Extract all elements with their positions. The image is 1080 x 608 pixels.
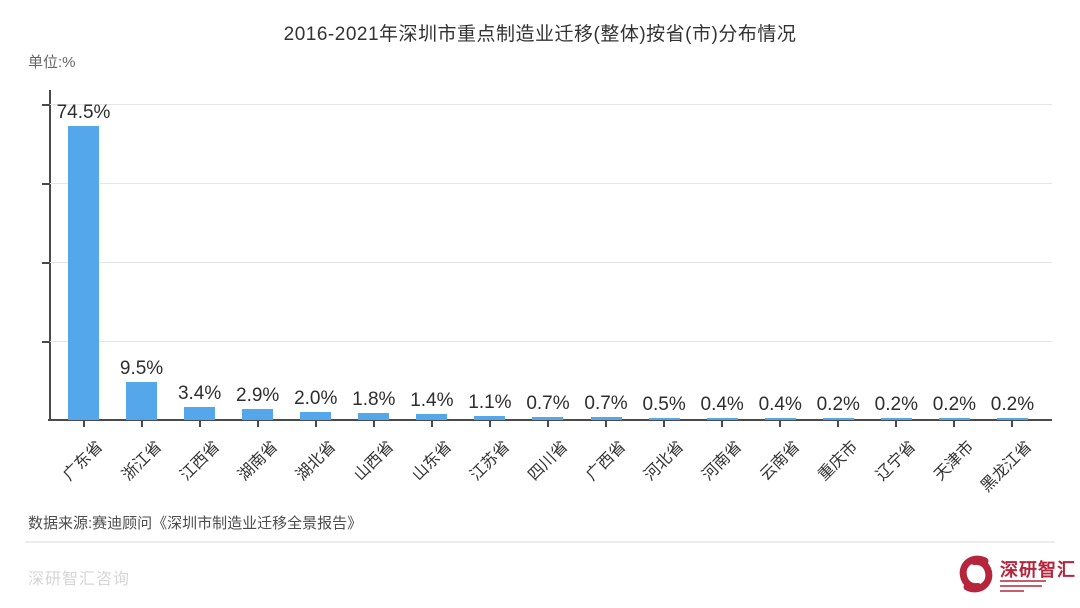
x-axis-tick — [488, 421, 491, 427]
x-axis-tick — [198, 421, 201, 427]
x-axis-label-text: 广东省 — [60, 438, 107, 485]
bar-value-label: 0.4% — [700, 394, 744, 415]
x-axis-tick — [663, 421, 666, 427]
bar-江西省 — [184, 407, 216, 420]
bar-value-label: 0.7% — [584, 393, 628, 414]
x-axis-tick — [953, 421, 956, 427]
x-axis-label-text: 河南省 — [699, 438, 746, 485]
x-axis-label-text: 山东省 — [409, 438, 456, 485]
bar-湖南省 — [242, 409, 274, 420]
bar-云南省 — [764, 418, 796, 420]
logo-swirl-icon — [959, 555, 993, 593]
x-axis-label-text: 云南省 — [757, 438, 804, 485]
x-axis-label-text: 浙江省 — [118, 438, 165, 485]
x-axis-tick — [895, 421, 898, 427]
x-axis-label-text: 广西省 — [583, 438, 630, 485]
logo-text: 深研智汇 — [1000, 560, 1076, 580]
x-axis-tick — [314, 421, 317, 427]
x-axis-tick — [721, 421, 724, 427]
x-axis-tick — [82, 421, 85, 427]
chart-title: 2016-2021年深圳市重点制造业迁移(整体)按省(市)分布情况 — [283, 24, 797, 45]
bar-value-label: 1.8% — [352, 389, 396, 410]
x-axis-tick — [430, 421, 433, 427]
bar-value-label: 0.2% — [816, 394, 860, 415]
bar-value-label: 74.5% — [56, 102, 111, 123]
x-axis-label-text: 江苏省 — [467, 438, 514, 485]
x-axis-label-text: 江西省 — [176, 438, 223, 485]
bar-value-label: 0.7% — [526, 393, 570, 414]
bar-山西省 — [358, 413, 390, 420]
bar-value-label: 0.5% — [642, 394, 686, 415]
bar-value-label: 9.5% — [119, 358, 164, 379]
bar-value-label: 0.2% — [990, 394, 1035, 415]
y-axis-line — [49, 90, 51, 421]
gridline-20 — [50, 341, 1052, 342]
bar-value-label: 3.4% — [177, 383, 222, 404]
bar-江苏省 — [474, 416, 506, 420]
unit-label: 单位:% — [28, 54, 76, 71]
bar-湖北省 — [300, 412, 332, 420]
bar-浙江省 — [126, 382, 158, 420]
bar-河北省 — [648, 418, 680, 420]
bar-黑龙江省 — [996, 418, 1028, 420]
x-axis-tick — [140, 421, 143, 427]
x-axis-tick — [837, 421, 840, 427]
bar-河南省 — [706, 418, 738, 420]
bar-重庆市 — [822, 418, 854, 420]
logo-tagline-line — [1000, 580, 1046, 582]
bar-广西省 — [590, 417, 622, 420]
x-axis-label-text: 湖北省 — [293, 438, 339, 485]
x-axis-tick — [372, 421, 375, 427]
gridline-60 — [50, 183, 1052, 184]
x-axis-tick — [605, 421, 608, 427]
data-source-text: 数据来源:赛迪顾问《深圳市制造业迁移全景报告》 — [28, 515, 363, 532]
x-axis-tick — [779, 421, 782, 427]
x-axis-label-text: 河北省 — [641, 438, 688, 485]
x-axis-tick — [1011, 421, 1014, 427]
x-axis-label-text: 山西省 — [351, 438, 398, 485]
bar-value-label: 0.4% — [758, 394, 802, 415]
y-axis-tick-80 — [42, 104, 50, 106]
x-axis-label-text: 重庆市 — [815, 438, 862, 485]
bar-辽宁省 — [880, 418, 912, 420]
x-axis-label-text: 黑龙江省 — [978, 438, 1036, 496]
x-axis-line — [48, 419, 1052, 421]
bar-山东省 — [416, 414, 448, 420]
x-axis-label-text: 天津市 — [931, 438, 978, 485]
bar-value-label: 0.2% — [874, 394, 918, 415]
x-axis-label-text: 辽宁省 — [873, 438, 920, 485]
x-axis-tick — [546, 421, 549, 427]
x-axis-tick — [256, 421, 259, 427]
bar-value-label: 2.0% — [294, 388, 338, 409]
x-axis-label-text: 四川省 — [525, 438, 572, 485]
bar-value-label: 1.1% — [468, 392, 512, 413]
x-axis-label-text: 湖南省 — [234, 438, 281, 485]
logo-tagline-line — [1000, 590, 1024, 592]
bar-value-label: 1.4% — [410, 390, 454, 411]
brand-logo: 深研智汇 — [956, 552, 1075, 600]
bar-value-label: 0.2% — [932, 394, 977, 415]
footer-watermark: 深研智汇咨询 — [28, 571, 131, 588]
gridline-40 — [50, 262, 1052, 263]
bar-value-label: 2.9% — [236, 385, 280, 406]
gridline-80 — [50, 104, 1052, 105]
logo-tagline-line — [1000, 585, 1042, 587]
bar-四川省 — [532, 417, 564, 420]
bar-广东省 — [68, 126, 99, 420]
footer-divider — [25, 541, 1055, 543]
bar-天津市 — [938, 418, 970, 420]
y-axis-tick-60 — [42, 183, 50, 185]
y-axis-tick-20 — [42, 341, 50, 343]
y-axis-tick-40 — [42, 262, 50, 264]
